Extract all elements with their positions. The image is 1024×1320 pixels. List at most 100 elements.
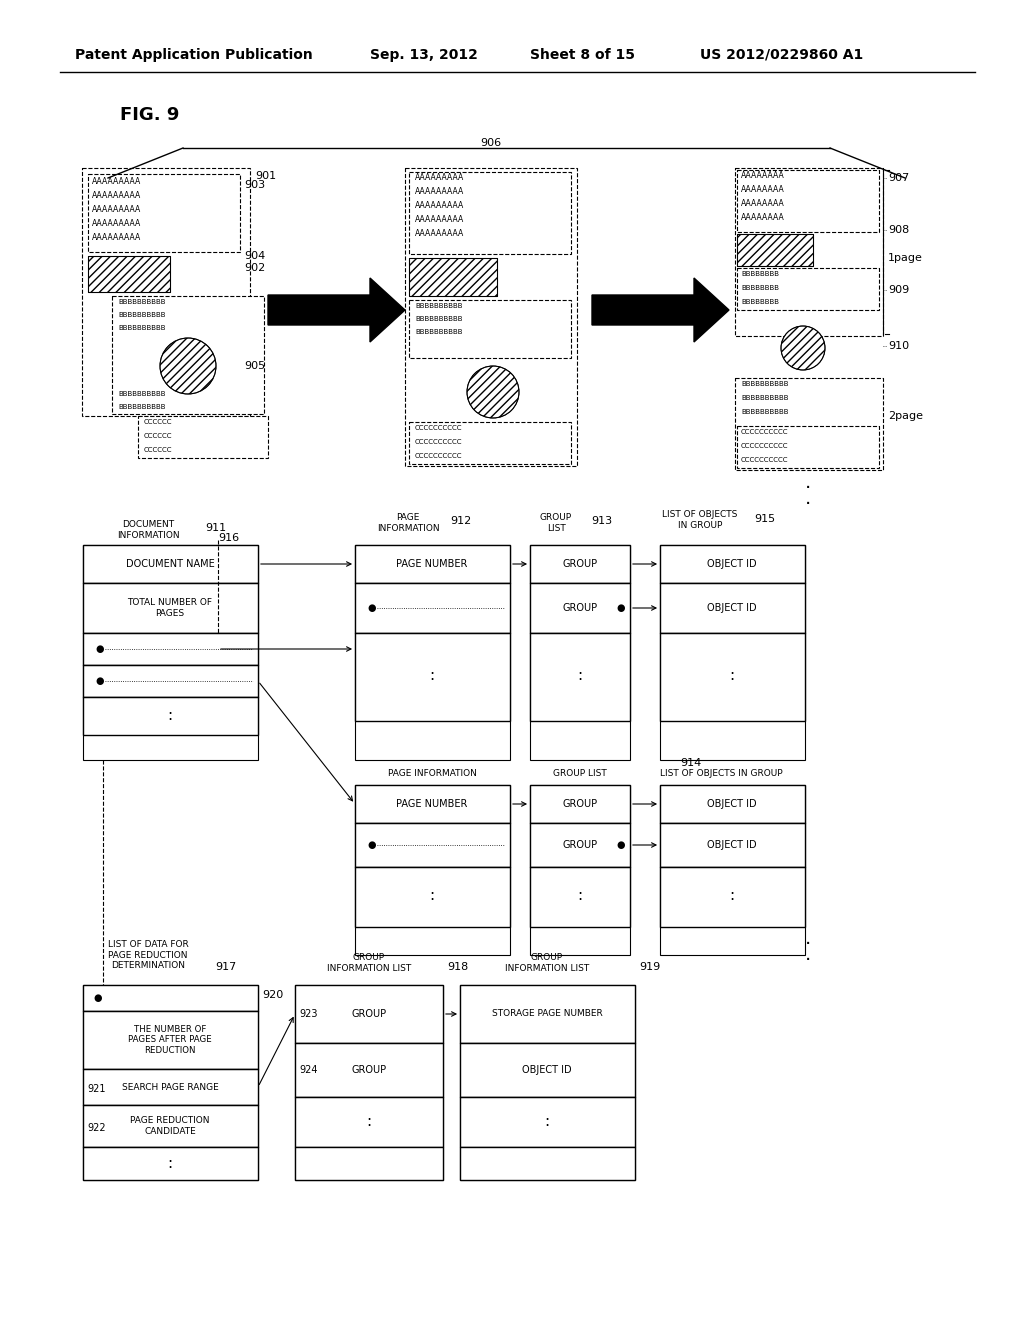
Text: BBBBBBBBBB: BBBBBBBBBB: [415, 329, 463, 335]
Bar: [295, 1097, 443, 1147]
Text: 909: 909: [888, 285, 909, 294]
Text: ·: ·: [805, 950, 811, 969]
Text: 907: 907: [888, 173, 909, 183]
Bar: [737, 426, 879, 469]
Text: GROUP: GROUP: [562, 840, 598, 850]
Bar: [737, 234, 813, 267]
Bar: [112, 296, 264, 414]
Bar: [409, 422, 571, 465]
Bar: [355, 545, 510, 760]
Text: 921: 921: [87, 1084, 105, 1094]
Bar: [355, 583, 510, 634]
Bar: [83, 1011, 258, 1069]
Text: 910: 910: [888, 341, 909, 351]
Text: AAAAAAAAA: AAAAAAAAA: [92, 206, 141, 214]
Text: LIST OF DATA FOR
PAGE REDUCTION
DETERMINATION: LIST OF DATA FOR PAGE REDUCTION DETERMIN…: [108, 940, 188, 970]
Bar: [295, 985, 443, 1043]
Bar: [83, 665, 258, 697]
Bar: [737, 268, 879, 310]
Text: STORAGE PAGE NUMBER: STORAGE PAGE NUMBER: [492, 1010, 602, 1019]
Text: 908: 908: [888, 224, 909, 235]
Bar: [460, 1043, 635, 1097]
Text: ·: ·: [805, 936, 811, 954]
Text: GROUP
LIST: GROUP LIST: [540, 513, 572, 533]
Bar: [660, 785, 805, 822]
Text: OBJECT ID: OBJECT ID: [708, 603, 757, 612]
Text: BBBBBBBB: BBBBBBBB: [741, 300, 779, 305]
Text: PAGE INFORMATION: PAGE INFORMATION: [387, 768, 476, 777]
Text: BBBBBBBBBB: BBBBBBBBBB: [118, 404, 166, 411]
Bar: [737, 170, 879, 232]
Text: 916: 916: [218, 533, 240, 543]
Bar: [660, 785, 805, 954]
Circle shape: [160, 338, 216, 393]
Text: 918: 918: [447, 962, 468, 972]
Text: AAAAAAAAA: AAAAAAAAA: [92, 191, 141, 201]
Text: BBBBBBBBBB: BBBBBBBBBB: [118, 300, 166, 305]
Text: :: :: [429, 668, 434, 682]
Bar: [83, 545, 258, 583]
Text: PAGE NUMBER: PAGE NUMBER: [396, 799, 468, 809]
Text: 917: 917: [215, 962, 237, 972]
Text: GROUP LIST: GROUP LIST: [553, 768, 607, 777]
Text: :: :: [545, 1114, 550, 1130]
Text: BBBBBBBBBB: BBBBBBBBBB: [415, 315, 463, 322]
Text: AAAAAAAAA: AAAAAAAAA: [415, 173, 464, 182]
Bar: [660, 634, 805, 721]
Text: CCCCCCCCCC: CCCCCCCCCC: [415, 425, 463, 432]
Text: GROUP: GROUP: [351, 1065, 387, 1074]
Text: CCCCCCCCCC: CCCCCCCCCC: [741, 457, 788, 463]
Text: 914: 914: [680, 758, 701, 768]
Text: OBJECT ID: OBJECT ID: [708, 840, 757, 850]
Bar: [737, 234, 813, 267]
Text: OBJECT ID: OBJECT ID: [708, 558, 757, 569]
Bar: [530, 545, 630, 583]
Text: DOCUMENT
INFORMATION: DOCUMENT INFORMATION: [117, 520, 179, 540]
Bar: [530, 867, 630, 927]
Text: CCCCCC: CCCCCC: [144, 447, 172, 453]
Text: ●: ●: [93, 993, 101, 1003]
Text: BBBBBBBBBB: BBBBBBBBBB: [118, 325, 166, 331]
Text: 901: 901: [255, 172, 276, 181]
Bar: [295, 1147, 443, 1180]
Text: :: :: [729, 887, 734, 903]
Bar: [409, 257, 497, 296]
Text: CCCCCCCCCC: CCCCCCCCCC: [415, 440, 463, 445]
Text: THE NUMBER OF
PAGES AFTER PAGE
REDUCTION: THE NUMBER OF PAGES AFTER PAGE REDUCTION: [128, 1026, 212, 1055]
Text: :: :: [367, 1114, 372, 1130]
Circle shape: [467, 366, 519, 418]
Text: GROUP: GROUP: [562, 603, 598, 612]
Text: :: :: [578, 887, 583, 903]
Text: AAAAAAAA: AAAAAAAA: [741, 186, 784, 194]
Bar: [295, 985, 443, 1180]
Text: 904: 904: [244, 251, 265, 261]
Text: CCCCCCCCCC: CCCCCCCCCC: [741, 429, 788, 436]
Text: :: :: [729, 668, 734, 682]
Bar: [83, 583, 258, 634]
Bar: [355, 785, 510, 822]
Bar: [409, 300, 571, 358]
Text: 911: 911: [205, 523, 226, 533]
Text: AAAAAAAA: AAAAAAAA: [741, 214, 784, 223]
Text: ●: ●: [95, 644, 103, 653]
Text: US 2012/0229860 A1: US 2012/0229860 A1: [700, 48, 863, 62]
Bar: [355, 867, 510, 927]
Text: :: :: [429, 887, 434, 903]
Text: BBBBBBBBBB: BBBBBBBBBB: [741, 395, 788, 401]
Bar: [83, 1147, 258, 1180]
Text: FIG. 9: FIG. 9: [120, 106, 179, 124]
Bar: [530, 785, 630, 954]
Bar: [735, 378, 883, 470]
Text: GROUP
INFORMATION LIST: GROUP INFORMATION LIST: [327, 953, 411, 973]
Bar: [530, 634, 630, 721]
Text: BBBBBBBB: BBBBBBBB: [741, 285, 779, 290]
Text: 2page: 2page: [888, 411, 923, 421]
Text: :: :: [168, 1155, 173, 1171]
Text: CCCCCC: CCCCCC: [144, 418, 172, 425]
Bar: [530, 583, 630, 634]
Bar: [530, 785, 630, 822]
Text: GROUP: GROUP: [351, 1008, 387, 1019]
Text: PAGE NUMBER: PAGE NUMBER: [396, 558, 468, 569]
Text: 913: 913: [591, 516, 612, 525]
Bar: [83, 697, 258, 735]
